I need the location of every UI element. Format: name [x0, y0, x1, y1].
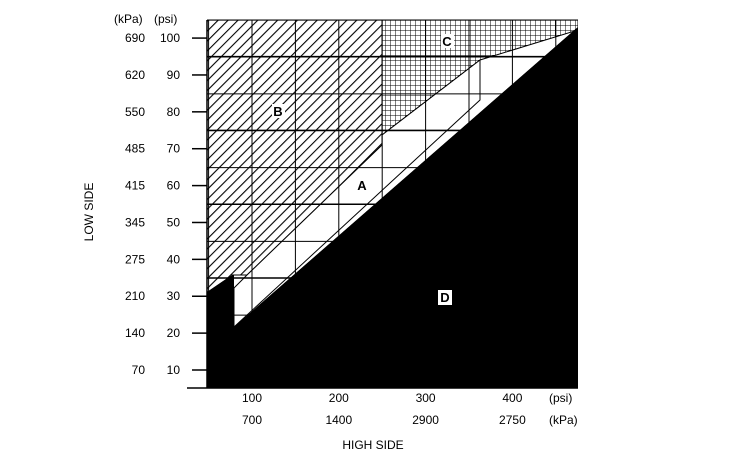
x-tick-label-psi: 100: [242, 391, 262, 405]
y-tick-label-psi: 90: [167, 68, 181, 82]
region-label-d-bg: [438, 290, 452, 305]
x-unit-kpa: (kPa): [549, 413, 578, 427]
y-unit-psi: (psi): [154, 12, 177, 26]
y-unit-kpa: (kPa): [114, 12, 143, 26]
y-tick-label-psi: 40: [167, 252, 181, 266]
y-axis-ticks: 690 100 620 90 550 80 485 70 415 60 345 50 275 40 210 3…: [125, 31, 207, 377]
y-tick-label-psi: 60: [167, 179, 181, 193]
y-tick-label-kpa: 345: [125, 215, 145, 229]
x-tick-label-kpa: 1400: [325, 413, 352, 427]
x-axis-ticks: 100 700 200 1400 300 2900 400 2750: [242, 380, 526, 427]
y-tick-label-psi: 50: [167, 215, 181, 229]
x-tick-label-psi: 400: [502, 391, 522, 405]
y-tick-label-kpa: 690: [125, 31, 145, 45]
x-tick-label-psi: 300: [416, 391, 436, 405]
y-tick-label-kpa: 620: [125, 68, 145, 82]
y-tick-label-kpa: 140: [125, 326, 145, 340]
region-label-c-bg: [441, 34, 454, 48]
y-tick-label-psi: 100: [160, 31, 180, 45]
y-tick-label-kpa: 210: [125, 289, 145, 303]
x-tick-label-kpa: 2900: [412, 413, 439, 427]
y-tick-label-psi: 20: [167, 326, 181, 340]
y-tick-label-kpa: 485: [125, 142, 145, 156]
region-d-layer: [207, 27, 578, 388]
y-tick-label-kpa: 550: [125, 105, 145, 119]
x-tick-label-kpa: 700: [242, 413, 262, 427]
x-tick-label-kpa: 2750: [499, 413, 526, 427]
region-label-d: D: [440, 290, 449, 305]
region-label-c: C: [442, 34, 452, 49]
region-label-b-bg: [272, 104, 285, 118]
y-tick-label-kpa: 275: [125, 252, 145, 266]
y-tick-label-psi: 70: [167, 142, 181, 156]
x-tick-label-psi: 200: [329, 391, 349, 405]
region-label-b: B: [273, 104, 282, 119]
x-axis-title: HIGH SIDE: [342, 438, 403, 452]
y-axis-title: LOW SIDE: [82, 183, 96, 242]
y-tick-label-kpa: 70: [132, 363, 146, 377]
y-tick-label-psi: 30: [167, 289, 181, 303]
x-unit-psi: (psi): [549, 391, 572, 405]
y-tick-label-psi: 80: [167, 105, 181, 119]
region-d-overlay: [207, 27, 578, 388]
y-tick-label-psi: 10: [167, 363, 181, 377]
y-tick-label-kpa: 415: [125, 179, 145, 193]
region-label-a: A: [357, 178, 367, 193]
